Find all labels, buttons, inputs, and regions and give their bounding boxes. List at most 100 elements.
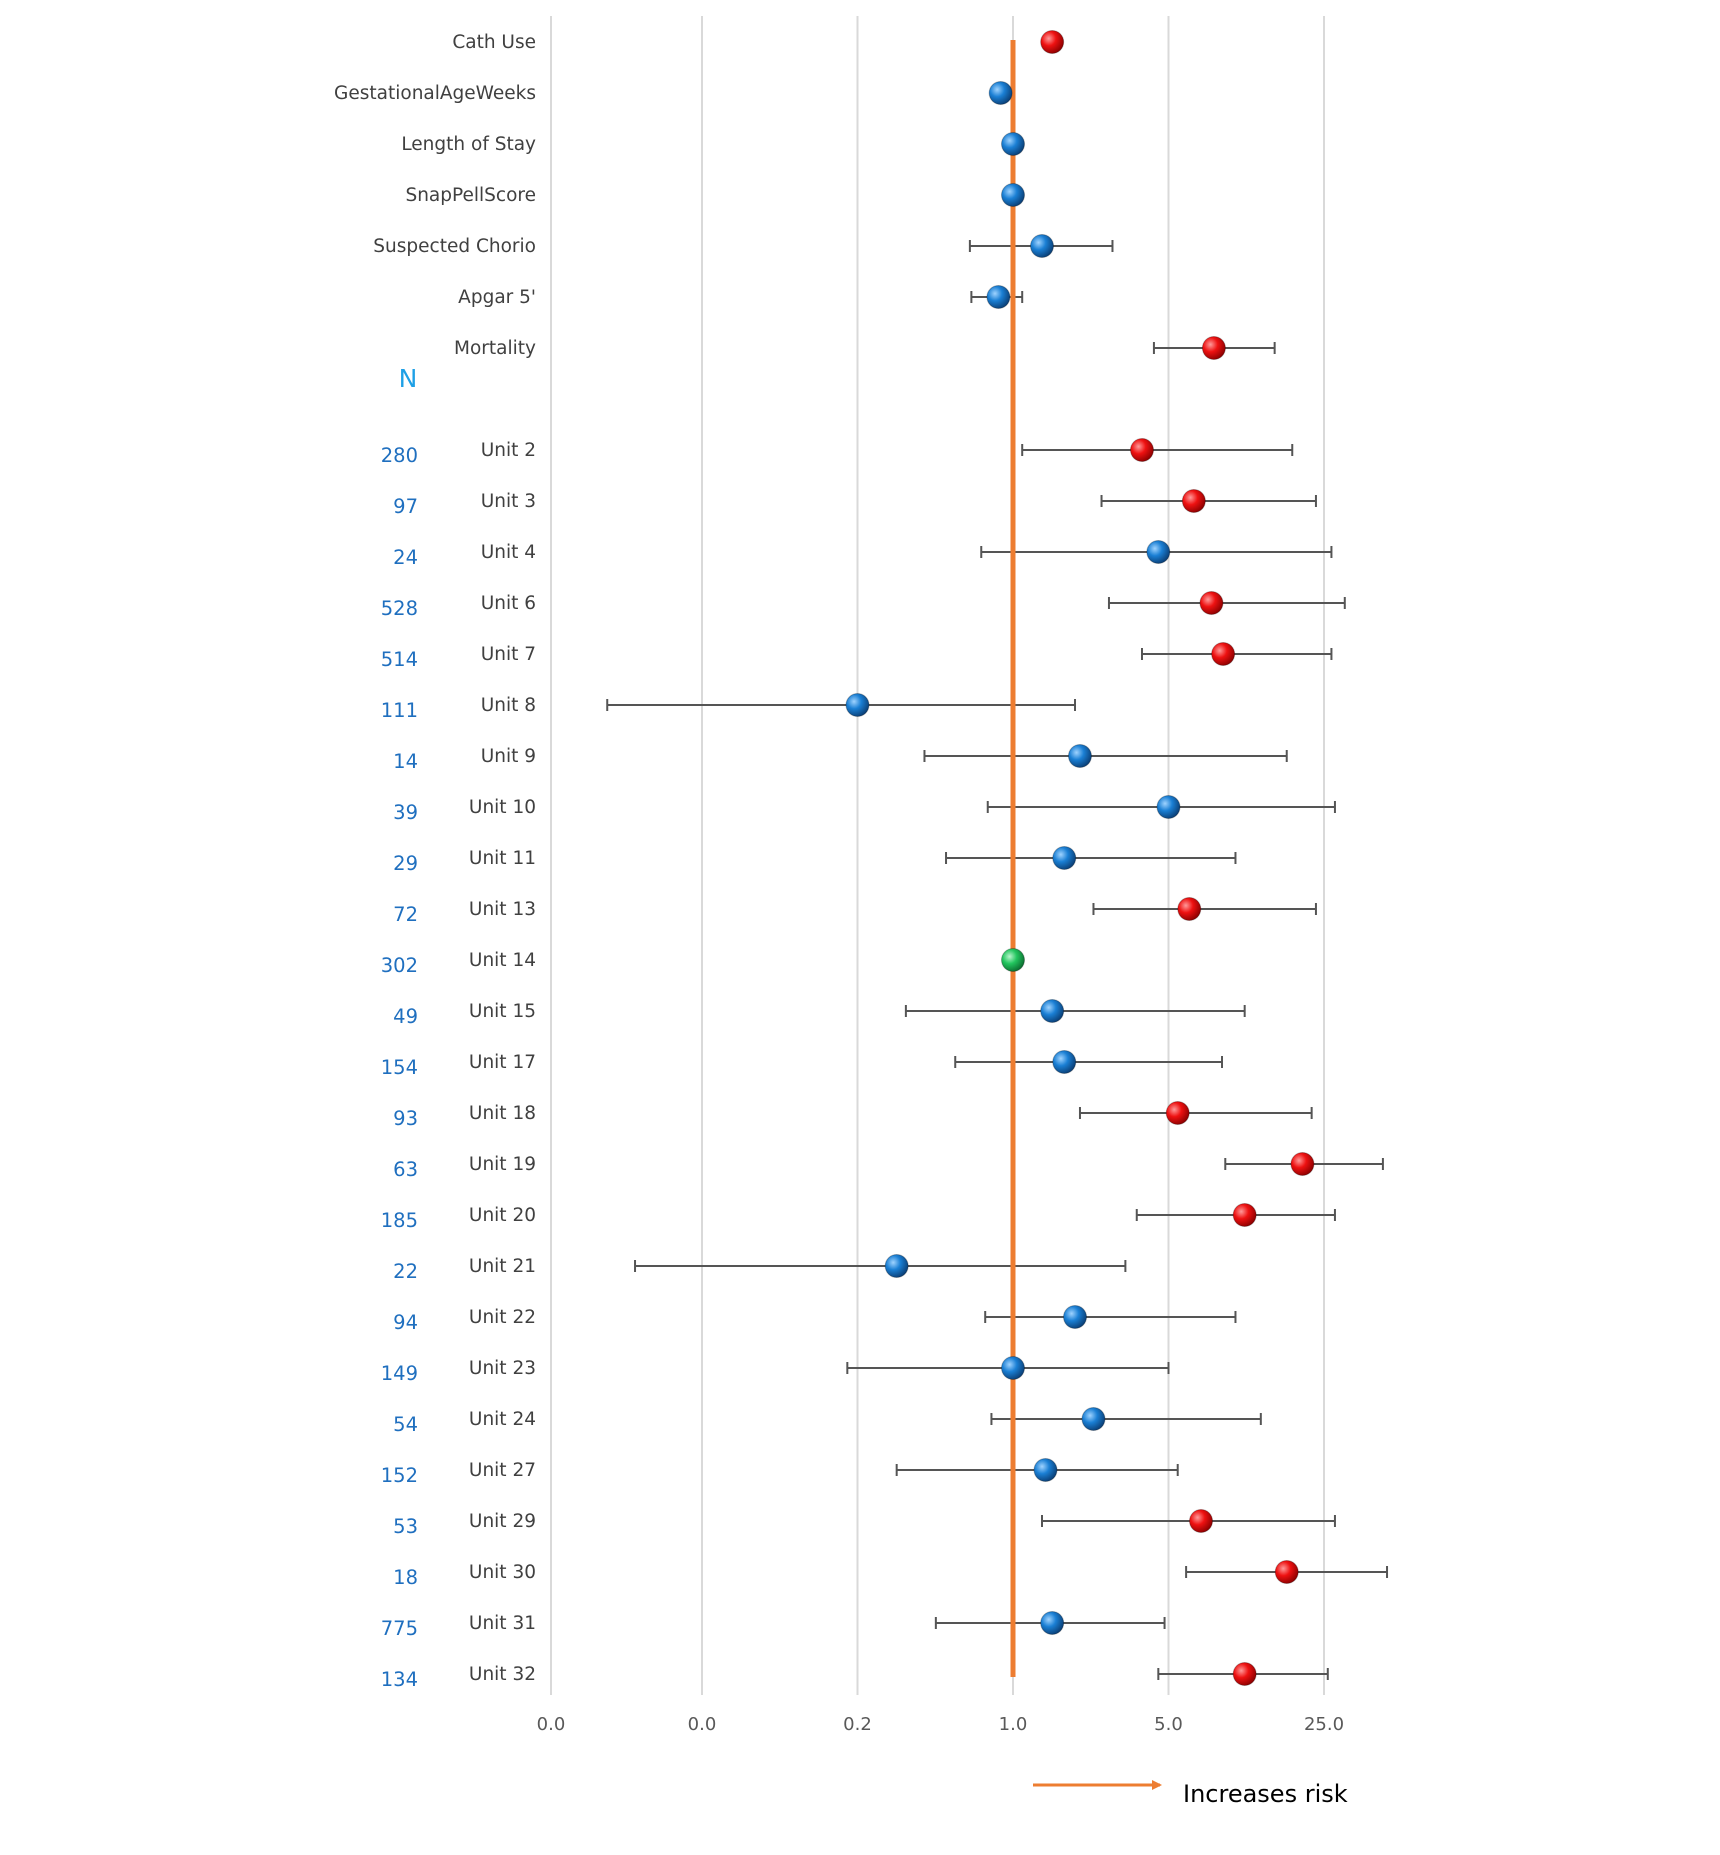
point-not_significant <box>986 285 1011 309</box>
row-label: Unit 13 <box>469 899 536 920</box>
row-label: Unit 10 <box>469 797 536 818</box>
row-label: Unit 23 <box>469 1358 536 1379</box>
x-tick-label: 0.2 <box>843 1714 872 1735</box>
row-label: Unit 19 <box>469 1154 536 1175</box>
n-label: 49 <box>393 1005 418 1028</box>
row-label: Unit 31 <box>469 1613 536 1634</box>
row-label: Unit 2 <box>481 440 536 461</box>
point-not_significant <box>884 1254 909 1278</box>
point-reference <box>1001 948 1025 972</box>
point-increased <box>1189 1509 1214 1533</box>
row-label: Unit 17 <box>469 1052 536 1073</box>
point-not_significant <box>1033 1458 1058 1482</box>
n-label: 29 <box>393 852 418 875</box>
point-not_significant <box>1063 1305 1088 1329</box>
n-label: 54 <box>393 1413 418 1436</box>
odds-ratio-points <box>845 30 1315 1686</box>
n-label: 22 <box>393 1260 418 1283</box>
ci-whisker <box>1092 903 1317 915</box>
point-increased <box>1211 642 1236 666</box>
confidence-intervals <box>606 240 1389 1680</box>
row-label: Unit 24 <box>469 1409 536 1430</box>
point-not_significant <box>1001 132 1025 156</box>
row-label: Unit 29 <box>469 1511 536 1532</box>
row-label: GestationalAgeWeeks <box>334 83 536 104</box>
point-not_significant <box>1040 1611 1065 1635</box>
x-tick-label: 0.0 <box>688 1714 717 1735</box>
n-labels: N280972452851411114392972302491549363185… <box>381 364 418 1691</box>
n-label: 18 <box>393 1566 418 1589</box>
n-label: 39 <box>393 801 418 824</box>
point-not_significant <box>988 81 1013 105</box>
point-not_significant <box>1156 795 1181 819</box>
ci-whisker <box>923 750 1288 762</box>
row-label: Apgar 5' <box>458 287 536 308</box>
n-label: 528 <box>381 597 418 620</box>
n-label: 24 <box>393 546 418 569</box>
row-label: Length of Stay <box>401 134 536 155</box>
point-increased <box>1201 336 1226 360</box>
ci-whisker <box>1078 1107 1313 1119</box>
ci-whisker <box>1140 648 1333 660</box>
point-increased <box>1040 30 1065 54</box>
point-not_significant <box>1052 846 1077 870</box>
n-label: 280 <box>381 444 418 467</box>
row-label: Unit 32 <box>469 1664 536 1685</box>
row-label: Unit 15 <box>469 1001 536 1022</box>
row-labels: Cath Use GestationalAgeWeeks Length of Sta… <box>334 32 536 1685</box>
n-label: 94 <box>393 1311 418 1334</box>
x-tick-label: 1.0 <box>999 1714 1028 1735</box>
row-label: Unit 30 <box>469 1562 536 1583</box>
point-increased <box>1165 1101 1190 1125</box>
n-label: 185 <box>381 1209 418 1232</box>
ci-whisker <box>1021 444 1294 456</box>
ci-whisker <box>1107 597 1346 609</box>
grid-lines <box>550 16 1325 1695</box>
row-label: Mortality <box>454 338 536 359</box>
ci-whisker <box>634 1260 1127 1272</box>
point-increased <box>1129 438 1154 462</box>
n-label: 93 <box>393 1107 418 1130</box>
x-axis-ticks: 0.0 0.0 0.2 1.0 5.0 25.0 <box>537 1714 1344 1735</box>
n-label: 302 <box>381 954 418 977</box>
point-not_significant <box>1146 540 1171 564</box>
n-label: 72 <box>393 903 418 926</box>
point-increased <box>1232 1662 1257 1686</box>
row-label: Unit 4 <box>481 542 536 563</box>
n-label: 53 <box>393 1515 418 1538</box>
point-increased <box>1177 897 1202 921</box>
row-label: Suspected Chorio <box>373 236 536 257</box>
point-increased <box>1290 1152 1315 1176</box>
x-tick-label: 0.0 <box>537 1714 566 1735</box>
row-label: Unit 9 <box>481 746 536 767</box>
point-not_significant <box>1052 1050 1077 1074</box>
row-label: Unit 6 <box>481 593 536 614</box>
row-label: Unit 27 <box>469 1460 536 1481</box>
point-increased <box>1199 591 1224 615</box>
n-label: 149 <box>381 1362 418 1385</box>
n-label: 111 <box>381 699 418 722</box>
n-label: 14 <box>393 750 418 773</box>
row-label: Unit 7 <box>481 644 536 665</box>
n-label: 97 <box>393 495 418 518</box>
point-increased <box>1274 1560 1299 1584</box>
point-not_significant <box>1067 744 1092 768</box>
row-label: Unit 8 <box>481 695 536 716</box>
point-increased <box>1181 489 1206 513</box>
increases-risk-label: Increases risk <box>1183 1780 1348 1808</box>
ci-whisker <box>945 852 1237 864</box>
row-label: Unit 20 <box>469 1205 536 1226</box>
ci-whisker <box>954 1056 1224 1068</box>
row-label: SnapPellScore <box>405 185 536 206</box>
ci-whisker <box>904 1005 1246 1017</box>
row-label: Unit 22 <box>469 1307 536 1328</box>
n-label: 134 <box>381 1668 418 1691</box>
n-label: 775 <box>381 1617 418 1640</box>
n-label: 154 <box>381 1056 418 1079</box>
row-label: Unit 3 <box>481 491 536 512</box>
ci-whisker <box>984 1311 1237 1323</box>
x-tick-label: 25.0 <box>1304 1714 1344 1735</box>
row-label: Cath Use <box>452 32 536 53</box>
